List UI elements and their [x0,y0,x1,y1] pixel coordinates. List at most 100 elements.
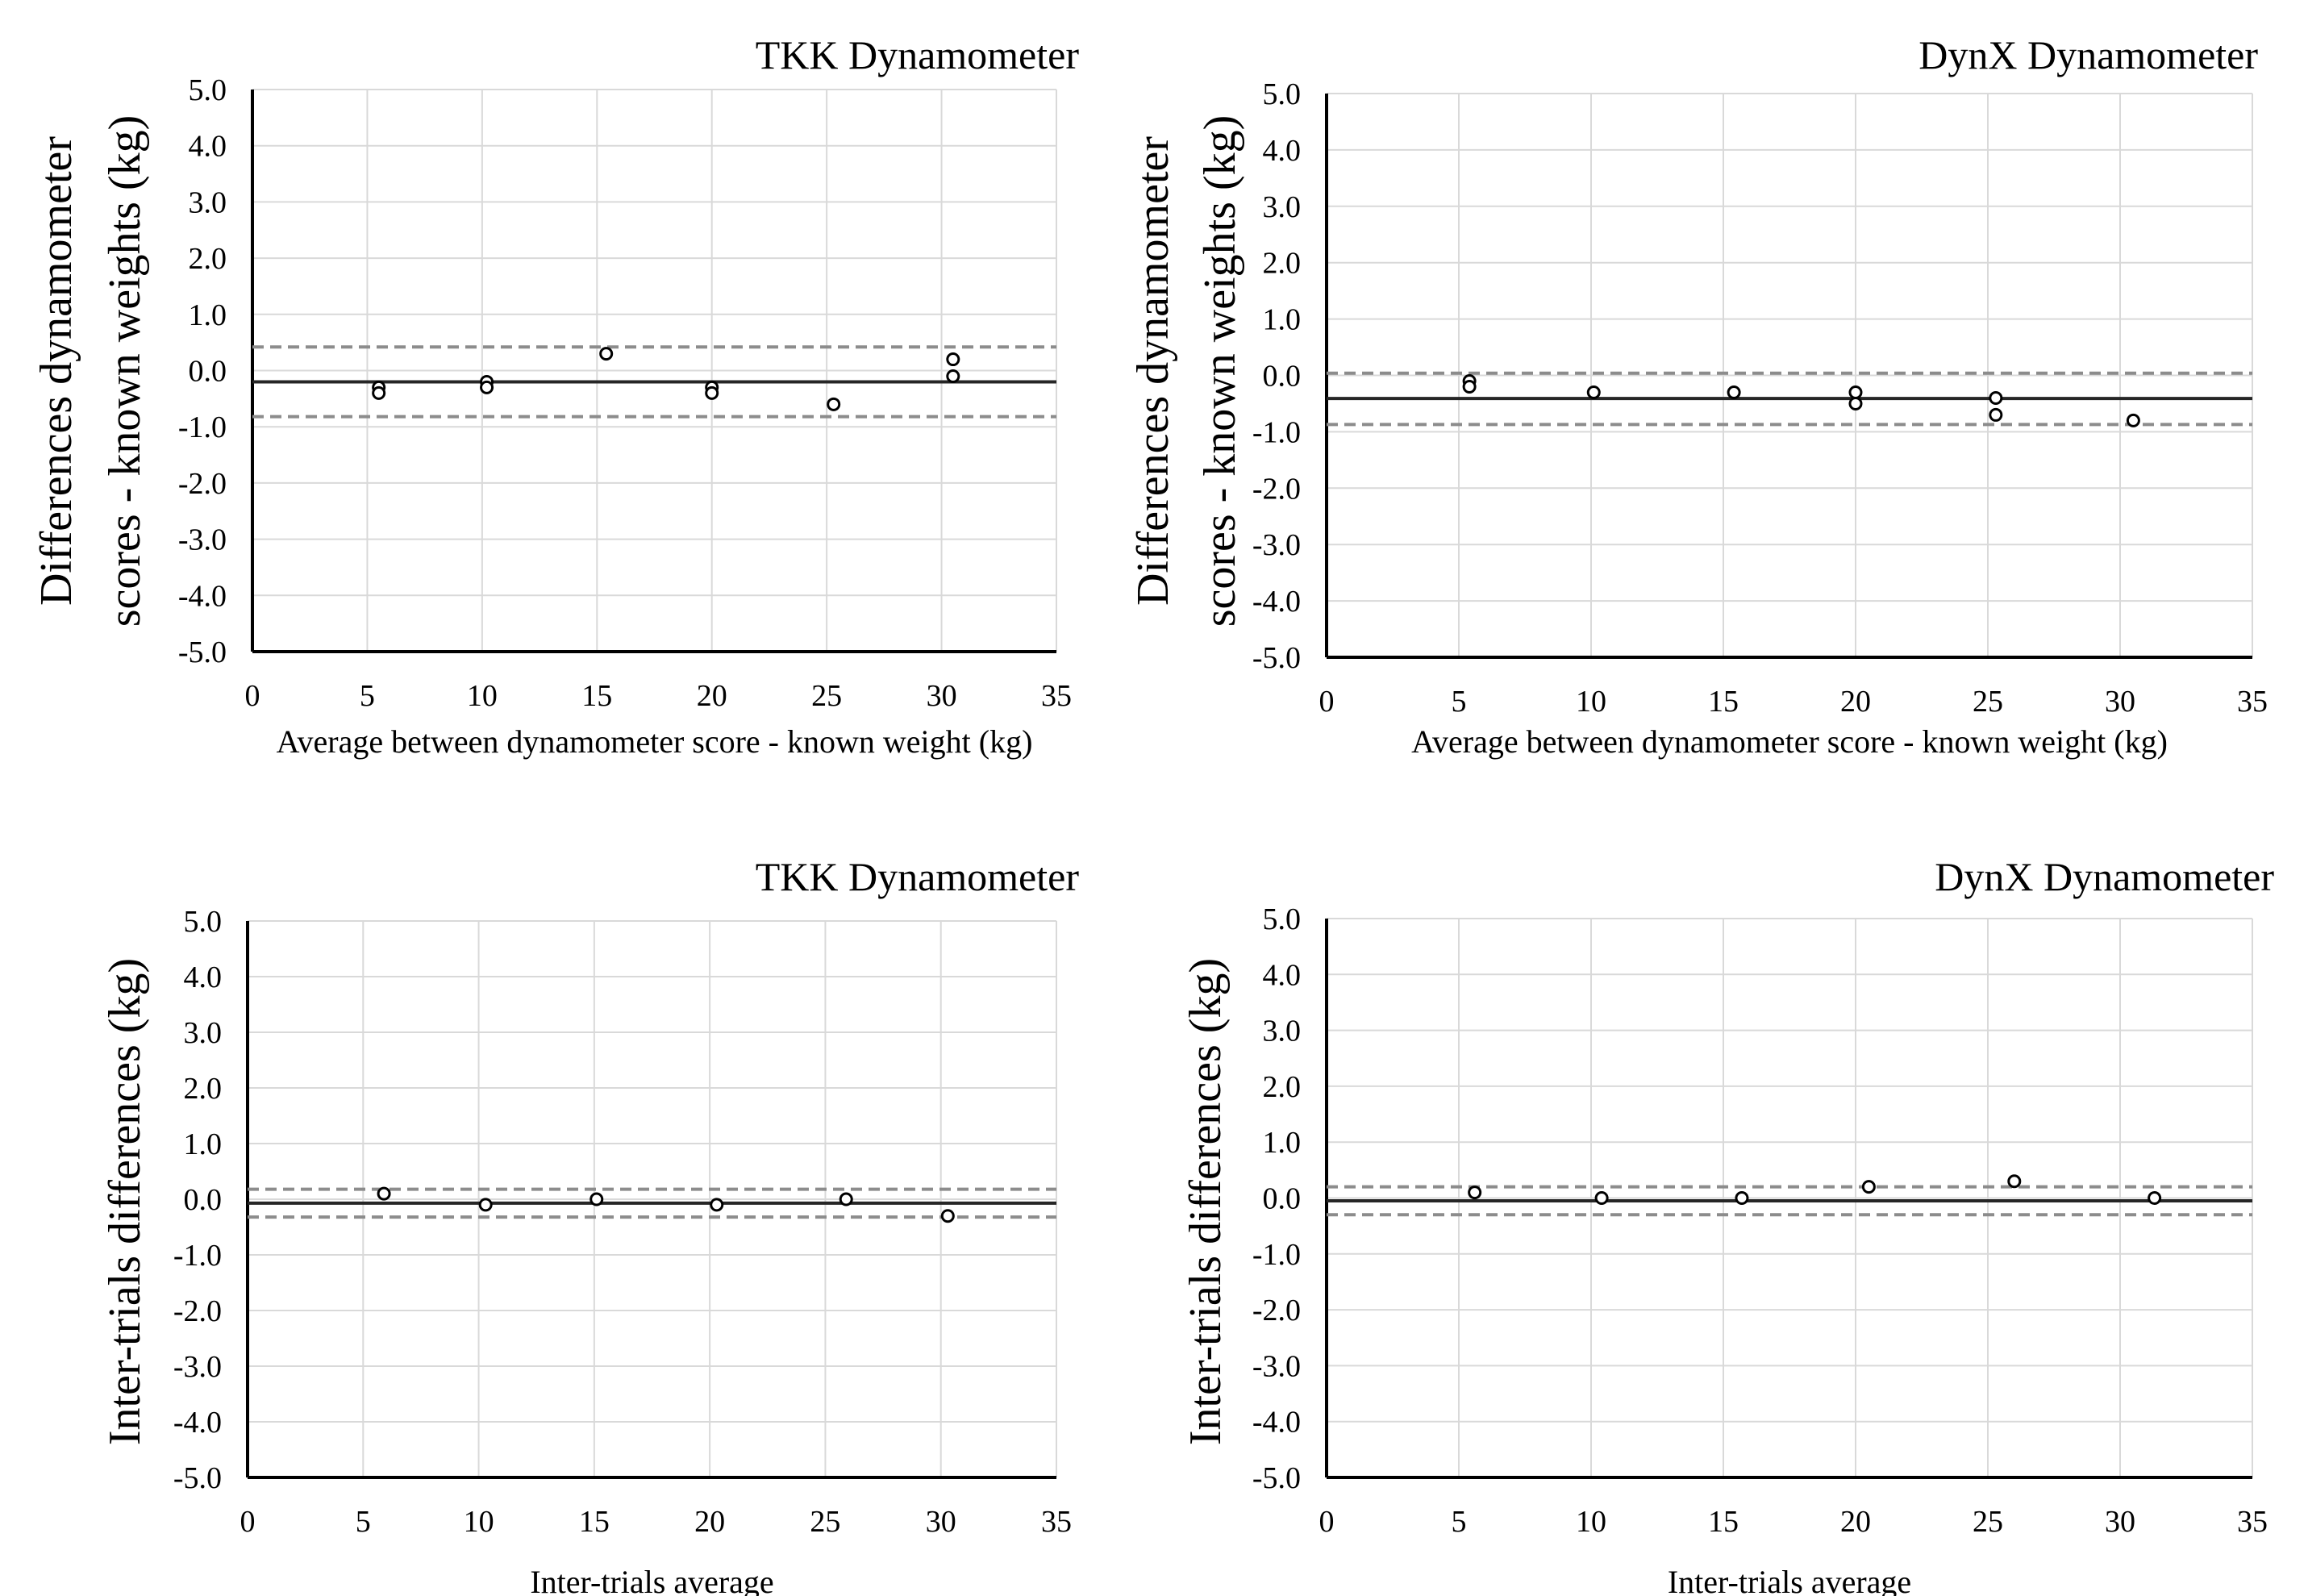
y-tick-label: -5.0 [178,635,227,669]
y-tick-label: 4.0 [1263,134,1302,168]
data-point [946,352,960,367]
data-point [827,397,841,411]
x-tick-label: 30 [926,1505,956,1539]
y-axis-label: Inter-trials differences (kg) [100,958,150,1445]
x-tick-label: 30 [2105,685,2135,719]
y-tick-label: 2.0 [184,1072,223,1106]
y-tick-label: -1.0 [173,1239,222,1273]
data-point [710,1198,724,1212]
y-tick-label: -5.0 [173,1461,222,1495]
chart-panel-1: 5.0 4.0 3.0 2.0 1.0 0.0 -1.0 -2.0 -3.0 -4.0 -5.0 0 5… [31,32,1079,760]
x-tick-label: 0 [1319,685,1335,719]
y-tick-label: 3.0 [189,185,227,219]
y-tick-label: -3.0 [1252,1349,1301,1383]
x-tick-label: 5 [1452,685,1467,719]
y-tick-label: -5.0 [1252,1461,1301,1495]
y-tick-label: 5.0 [1263,77,1302,111]
y-tick-label: 3.0 [184,1016,223,1050]
y-tick-label: 5.0 [189,73,227,107]
y-tick-label: -3.0 [173,1350,222,1384]
y-tick-label: 0.0 [184,1183,223,1217]
x-tick-label: 35 [2237,685,2268,719]
y-tick-label: -2.0 [1252,472,1301,506]
y-tick-label: 1.0 [189,298,227,332]
x-tick-label: 15 [581,679,612,713]
chart-panel-3: 5.0 4.0 3.0 2.0 1.0 0.0 -1.0 -2.0 -3.0 -4.0 -5.0 0 5… [100,854,1079,1596]
y-tick-label: 4.0 [1263,958,1302,992]
x-tick-label: 10 [1576,685,1606,719]
x-tick-label: 5 [356,1505,371,1539]
y-axis-label: Differences dynamometer [1128,136,1178,606]
x-tick-label: 5 [1452,1505,1467,1539]
x-tick-label: 35 [1041,679,1072,713]
x-tick-label: 0 [1319,1505,1335,1539]
x-tick-label: 15 [579,1505,610,1539]
y-tick-label: 4.0 [189,130,227,164]
y-tick-label: -4.0 [173,1406,222,1440]
x-axis-label: Inter-trials average [530,1564,773,1596]
data-point [839,1192,853,1206]
y-tick-label: 4.0 [184,961,223,994]
x-tick-label: 10 [1576,1505,1606,1539]
y-tick-label: 5.0 [184,905,223,939]
data-point [1989,390,2003,405]
x-tick-label: 10 [464,1505,494,1539]
data-point [946,369,960,383]
y-axis-label: Differences dynamometer [31,136,81,606]
data-point [1848,385,1863,399]
x-tick-label: 5 [360,679,375,713]
y-tick-label: -1.0 [178,410,227,444]
y-tick-label: 0.0 [1263,1182,1302,1216]
x-tick-label: 30 [927,679,957,713]
x-tick-label: 15 [1708,685,1739,719]
data-point [1594,1191,1609,1205]
y-tick-label: -4.0 [1252,585,1301,619]
x-tick-label: 20 [1840,1505,1871,1539]
data-point [1861,1180,1876,1194]
x-tick-label: 20 [1840,685,1871,719]
y-axis-label: scores - known weights (kg) [100,115,150,627]
x-axis-label: Average between dynamometer score - know… [277,723,1033,760]
x-tick-label: 0 [245,679,260,713]
x-tick-label: 25 [811,679,842,713]
y-tick-label: 5.0 [1263,902,1302,936]
y-tick-label: 1.0 [1263,1126,1302,1160]
data-point [940,1209,955,1223]
y-tick-label: 3.0 [1263,190,1302,224]
data-point [599,347,614,361]
y-tick-label: -2.0 [1252,1294,1301,1327]
y-tick-label: 0.0 [1263,360,1302,394]
data-point [589,1192,604,1206]
data-point [2148,1191,2162,1205]
y-tick-label: -3.0 [1252,528,1301,562]
data-point [2007,1174,2022,1189]
x-tick-label: 35 [2237,1505,2268,1539]
y-tick-label: -1.0 [1252,1238,1301,1272]
chart-title: DynX Dynamometer [1918,32,2258,77]
data-point [1586,385,1601,399]
x-tick-label: 0 [240,1505,256,1539]
data-point [1989,407,2003,422]
data-point [705,385,719,400]
x-tick-label: 15 [1708,1505,1739,1539]
x-axis-label: Average between dynamometer score - know… [1411,723,2168,760]
y-tick-label: -3.0 [178,523,227,557]
y-tick-label: -2.0 [178,467,227,501]
y-tick-label: 2.0 [189,242,227,276]
y-tick-label: -5.0 [1252,641,1301,675]
data-point [478,1198,493,1212]
y-tick-label: 1.0 [1263,303,1302,337]
y-axis-label: Inter-trials differences (kg) [1181,958,1231,1445]
data-point [1468,1186,1482,1200]
y-tick-label: -2.0 [173,1294,222,1328]
y-tick-label: 1.0 [184,1127,223,1161]
y-tick-label: -1.0 [1252,415,1301,449]
data-point [2126,413,2140,427]
y-tick-label: 0.0 [189,355,227,389]
x-tick-label: 25 [810,1505,840,1539]
y-axis-label: scores - known weights (kg) [1195,115,1245,627]
chart-title: TKK Dynamometer [756,854,1080,899]
x-tick-label: 30 [2105,1505,2135,1539]
y-tick-label: -4.0 [1252,1406,1301,1440]
